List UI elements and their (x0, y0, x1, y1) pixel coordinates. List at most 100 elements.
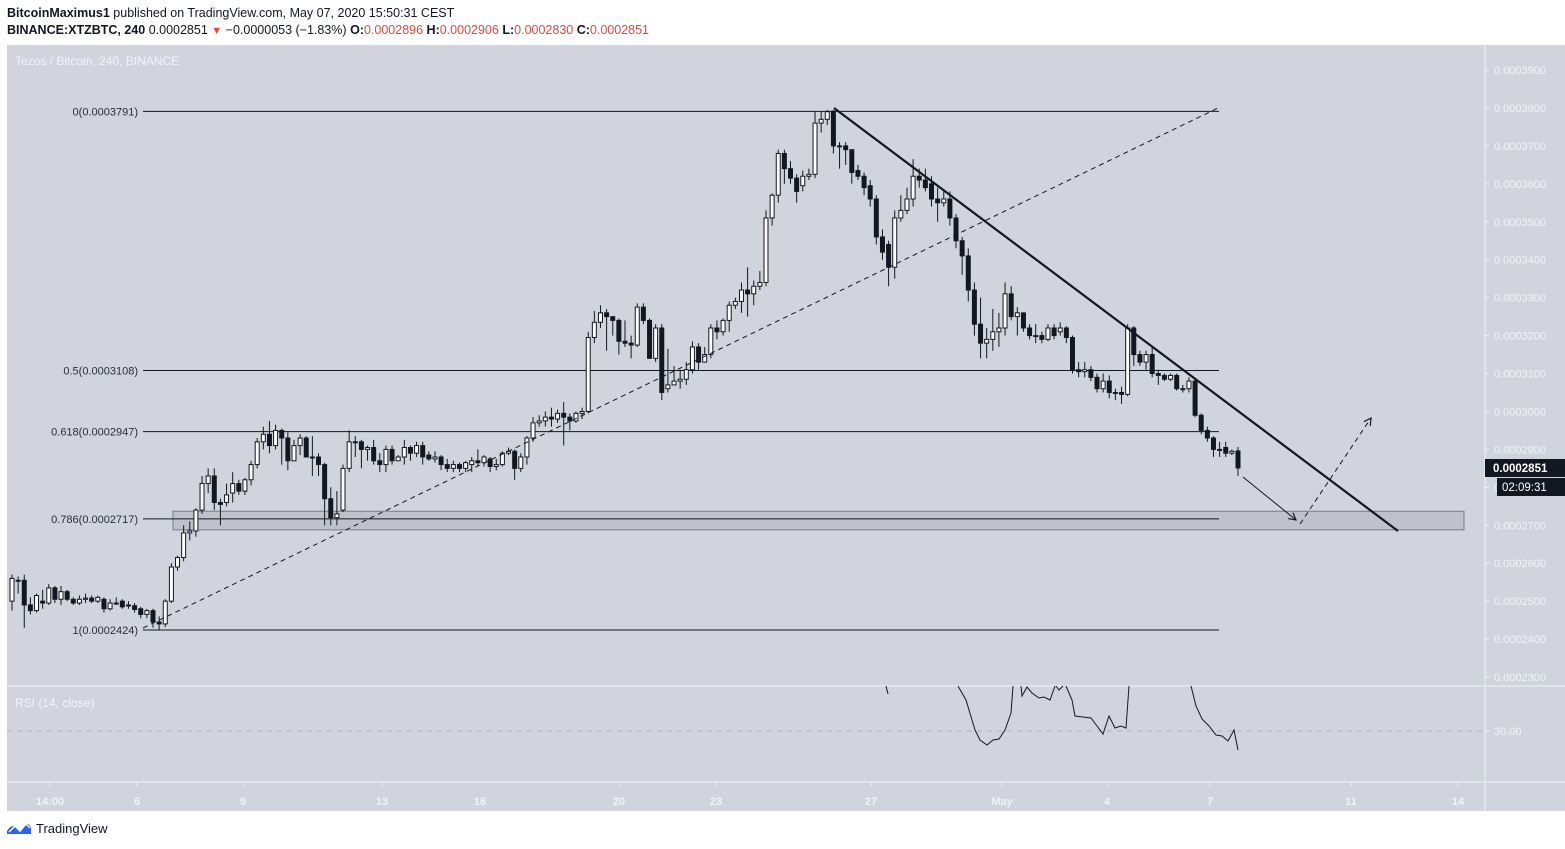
bear-candle[interactable] (156, 621, 162, 625)
bear-candle[interactable] (52, 587, 58, 600)
bear-candle[interactable] (371, 447, 377, 462)
bull-candle[interactable] (1180, 388, 1186, 391)
bear-candle[interactable] (788, 168, 794, 179)
bull-candle[interactable] (383, 448, 389, 466)
bull-candle[interactable] (806, 173, 812, 177)
bull-candle[interactable] (518, 456, 524, 469)
bear-candle[interactable] (456, 464, 462, 469)
bear-candle[interactable] (420, 445, 426, 458)
bear-candle[interactable] (745, 289, 751, 295)
bear-candle[interactable] (929, 183, 934, 200)
bear-candle[interactable] (1027, 327, 1033, 337)
bull-candle[interactable] (469, 460, 475, 466)
bull-candle[interactable] (1112, 391, 1118, 394)
bull-candle[interactable] (365, 447, 371, 450)
bull-candle[interactable] (168, 566, 174, 602)
bear-candle[interactable] (610, 316, 616, 321)
bear-candle[interactable] (628, 342, 634, 346)
bear-candle[interactable] (150, 610, 156, 623)
bull-candle[interactable] (996, 327, 1002, 333)
bull-candle[interactable] (824, 111, 830, 120)
bear-candle[interactable] (867, 185, 873, 200)
bear-candle[interactable] (285, 437, 291, 462)
bear-candle[interactable] (616, 319, 622, 342)
bear-candle[interactable] (1008, 293, 1014, 318)
bear-candle[interactable] (1088, 369, 1094, 378)
bear-candle[interactable] (217, 502, 223, 505)
bear-candle[interactable] (358, 441, 364, 450)
bull-candle[interactable] (1057, 327, 1063, 333)
bear-candle[interactable] (487, 458, 493, 467)
bear-candle[interactable] (1192, 380, 1198, 416)
bull-candle[interactable] (493, 464, 499, 467)
bull-candle[interactable] (892, 217, 898, 268)
bull-candle[interactable] (634, 306, 640, 346)
bull-candle[interactable] (401, 447, 407, 458)
bear-candle[interactable] (279, 429, 285, 439)
bull-candle[interactable] (248, 464, 254, 481)
bear-candle[interactable] (548, 416, 554, 420)
bull-candle[interactable] (187, 530, 193, 534)
bull-candle[interactable] (395, 456, 401, 462)
bear-candle[interactable] (1149, 354, 1155, 375)
bull-candle[interactable] (1014, 312, 1020, 318)
bear-candle[interactable] (438, 456, 444, 466)
bull-candle[interactable] (542, 416, 548, 422)
bear-candle[interactable] (1210, 437, 1216, 450)
bear-candle[interactable] (1094, 376, 1100, 390)
bear-candle[interactable] (236, 483, 242, 492)
bear-candle[interactable] (426, 454, 432, 460)
bull-candle[interactable] (432, 456, 438, 460)
bear-candle[interactable] (1223, 447, 1229, 454)
bull-candle[interactable] (309, 456, 315, 459)
bear-candle[interactable] (830, 110, 836, 147)
bear-candle[interactable] (303, 437, 309, 458)
bear-candle[interactable] (1106, 380, 1112, 393)
bear-candle[interactable] (512, 450, 518, 469)
bull-candle[interactable] (555, 412, 561, 420)
bull-candle[interactable] (775, 152, 781, 196)
bull-candle[interactable] (671, 380, 677, 386)
bull-candle[interactable] (677, 378, 683, 382)
bull-candle[interactable] (1125, 327, 1131, 395)
bull-candle[interactable] (340, 467, 346, 511)
bear-candle[interactable] (407, 447, 413, 454)
bull-candle[interactable] (573, 412, 579, 422)
support-zone-rectangle[interactable] (172, 510, 1465, 531)
bull-candle[interactable] (58, 591, 64, 600)
bull-candle[interactable] (205, 475, 211, 485)
bull-candle[interactable] (524, 437, 530, 458)
bull-candle[interactable] (910, 175, 916, 200)
bull-candle[interactable] (230, 483, 236, 494)
bear-candle[interactable] (959, 240, 965, 257)
bear-candle[interactable] (849, 149, 855, 173)
bull-candle[interactable] (181, 532, 187, 559)
bull-candle[interactable] (726, 304, 732, 321)
bull-candle[interactable] (665, 384, 671, 390)
bear-candle[interactable] (953, 217, 959, 242)
bull-candle[interactable] (597, 312, 603, 323)
bull-candle[interactable] (9, 577, 15, 602)
bear-candle[interactable] (1020, 312, 1026, 329)
bull-candle[interactable] (254, 441, 260, 466)
bull-candle[interactable] (769, 194, 775, 219)
bull-candle[interactable] (499, 452, 505, 466)
bear-candle[interactable] (138, 608, 144, 615)
bull-candle[interactable] (224, 494, 230, 504)
bull-candle[interactable] (162, 600, 168, 625)
bear-candle[interactable] (794, 177, 800, 192)
bull-candle[interactable] (536, 420, 542, 424)
bull-candle[interactable] (34, 594, 40, 612)
bear-candle[interactable] (965, 255, 971, 291)
bull-candle[interactable] (738, 289, 744, 302)
bear-candle[interactable] (1051, 327, 1057, 337)
bear-candle[interactable] (696, 346, 702, 363)
chart-container[interactable]: 0.0003900 0.0003800 0.0003700 0.0003600 0.00… (7, 45, 1565, 811)
bear-candle[interactable] (266, 433, 272, 447)
bull-candle[interactable] (125, 604, 131, 607)
bear-candle[interactable] (1161, 374, 1167, 380)
bear-candle[interactable] (64, 591, 70, 600)
bear-candle[interactable] (640, 306, 646, 321)
bull-candle[interactable] (702, 354, 708, 363)
bull-candle[interactable] (352, 441, 358, 444)
